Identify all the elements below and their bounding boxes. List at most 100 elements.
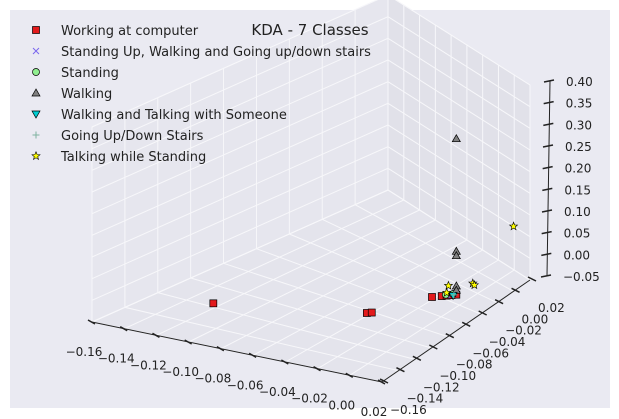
z-tick-label: 0.40 — [566, 75, 593, 89]
grid-line-x — [124, 199, 404, 330]
data-point-triangle-up — [451, 133, 461, 143]
grid-line-x — [220, 229, 452, 350]
grid-line-x — [156, 209, 420, 336]
grid-line-z — [91, 81, 531, 215]
x-tick-label: −0.06 — [227, 378, 264, 392]
z-tick-label: 0.10 — [564, 205, 591, 219]
x-tick-label: −0.08 — [194, 372, 231, 386]
legend-marker-triangle-down — [31, 110, 41, 119]
y-tick-label: −0.02 — [505, 324, 542, 338]
x-tick-label: −0.10 — [162, 365, 199, 379]
x-tick — [87, 319, 96, 325]
y-tick-label: 0.00 — [522, 312, 549, 326]
grid-line-z — [91, 0, 531, 128]
z-tick — [543, 122, 554, 127]
data-marks — [209, 133, 519, 317]
tick-labels: −0.16−0.14−0.12−0.10−0.08−0.06−0.04−0.02… — [66, 75, 600, 419]
data-point-star — [508, 221, 519, 231]
x-tick — [313, 366, 321, 372]
data-point-square — [367, 308, 376, 317]
y-tick-label: −0.14 — [406, 392, 443, 406]
y-tick — [494, 298, 504, 305]
legend-marker-triangle-up — [31, 88, 41, 97]
grid-line-y — [289, 233, 481, 315]
legend-label: Standing — [61, 66, 119, 81]
grid-line-y — [190, 277, 432, 349]
z-tick-label: 0.30 — [565, 118, 592, 132]
z-tick — [543, 79, 555, 83]
legend-marker-circle — [32, 68, 40, 76]
data-point-star — [469, 280, 480, 290]
x-tick-label: 0.02 — [361, 405, 388, 419]
z-tick-label: 0.05 — [564, 227, 591, 241]
z-tick — [541, 230, 552, 235]
y-tick-label: −0.04 — [489, 335, 526, 349]
z-tick-label: 0.35 — [566, 97, 593, 111]
z-tick — [542, 144, 554, 148]
x-tick-label: −0.12 — [130, 358, 167, 372]
y-tick — [412, 355, 422, 362]
data-point-star — [443, 280, 454, 290]
y-tick — [511, 287, 520, 294]
grid-line-x — [285, 249, 483, 363]
grid-line-z — [91, 59, 531, 193]
y-tick-label: −0.08 — [456, 358, 493, 372]
x-tick — [119, 326, 128, 332]
data-point-square — [428, 293, 436, 301]
legend-label: Working at computer — [61, 24, 199, 39]
data-point-triangle-down — [448, 292, 458, 301]
y-tick-label: −0.10 — [439, 369, 476, 383]
z-tick — [542, 165, 553, 170]
grid-line-y — [223, 262, 448, 338]
z-tick — [541, 252, 552, 257]
grid-line-y — [322, 218, 498, 304]
grid-line-z — [91, 189, 531, 323]
y-tick — [379, 378, 389, 384]
y-tick-label: −0.12 — [423, 380, 460, 394]
chart-title: KDA - 7 Classes — [251, 21, 368, 39]
grid-line-z — [91, 102, 531, 236]
data-point-square — [209, 299, 218, 308]
z-tick — [543, 100, 554, 105]
z-tick-label: −0.05 — [563, 270, 600, 284]
x-tick — [184, 339, 193, 345]
grid-line-z — [91, 167, 531, 301]
grid-line-y — [256, 248, 465, 326]
legend: Working at computer Standing Up, Walking … — [31, 24, 371, 165]
y-axis-line — [381, 279, 531, 383]
z-tick — [541, 209, 553, 213]
x-tick — [345, 372, 354, 378]
grid-line-y — [354, 204, 514, 292]
grid-line-z — [91, 37, 531, 171]
legend-marker-star — [31, 151, 41, 161]
legend-marker-square — [32, 26, 40, 34]
data-point-plus — [450, 291, 458, 299]
y-tick — [461, 321, 471, 328]
y-tick — [527, 276, 537, 282]
data-point-star — [441, 287, 452, 297]
x-tick-label: 0.00 — [328, 398, 355, 412]
grid-line-z — [91, 146, 531, 280]
z-axis-line — [546, 80, 551, 277]
x-tick — [152, 332, 160, 338]
legend-marker-plus — [32, 131, 40, 139]
grid-line-x — [252, 239, 468, 356]
grid-line-x — [317, 259, 499, 370]
x-tick-label: −0.04 — [259, 385, 296, 399]
x-tick-label: −0.16 — [66, 345, 103, 359]
y-tick-label: −0.06 — [472, 346, 509, 360]
x-axis-line — [91, 321, 383, 383]
grid-line-y — [157, 292, 416, 360]
y-tick — [445, 332, 455, 339]
legend-label: Standing Up, Walking and Going up/down s… — [61, 45, 371, 60]
y-tick-label: 0.02 — [538, 301, 565, 315]
z-tick-label: 0.00 — [563, 248, 590, 262]
z-tick — [542, 187, 553, 192]
grid-line-x — [349, 269, 515, 376]
x-tick — [216, 346, 225, 352]
x-tick — [280, 359, 289, 365]
legend-label: Walking and Talking with Someone — [61, 108, 287, 123]
grid-lines — [91, 0, 531, 383]
grid-line-x — [188, 219, 436, 343]
